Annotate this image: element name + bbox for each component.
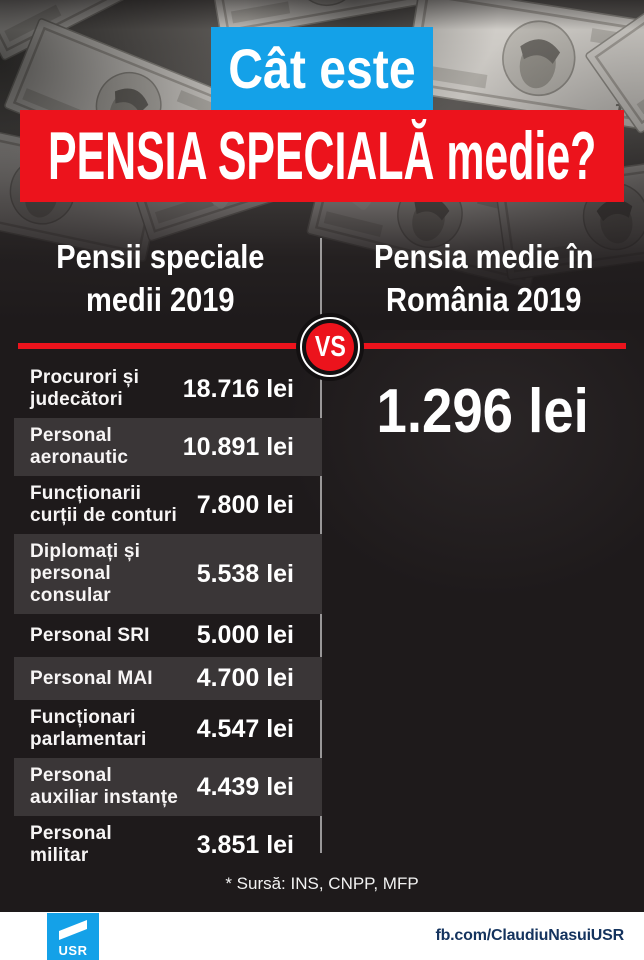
row-category-label: Personal auxiliar instanțe (30, 765, 179, 808)
row-category-label: Funcționarii curții de conturi (30, 483, 177, 526)
row-pension-value: 5.000 lei (196, 621, 294, 649)
headline-top-banner: Cât este (211, 27, 433, 110)
table-row: Funcționarii curții de conturi 7.800 lei (14, 476, 322, 534)
row-category-label: Personal aeronautic (30, 425, 129, 468)
row-pension-value: 5.538 lei (196, 559, 294, 588)
row-pension-value: 3.851 lei (196, 830, 294, 859)
table-row: Personal militar 3.851 lei (14, 816, 322, 874)
footer: USR fb.com/ClaudiuNasuiUSR (0, 912, 644, 960)
table-row: Diplomați și personal consular 5.538 lei (14, 534, 322, 614)
table-row: Procurori și judecători 18.716 lei (14, 360, 322, 418)
headline-main-text: PENSIA SPECIALĂ medie? (47, 118, 597, 194)
row-pension-value: 4.439 lei (196, 772, 294, 801)
row-category-label: Personal MAI (30, 667, 153, 689)
row-pension-value: 4.547 lei (196, 714, 294, 743)
table-row: Personal aeronautic 10.891 lei (14, 418, 322, 476)
row-category-label: Personal militar (30, 823, 112, 866)
left-column-header: Pensii speciale medii 2019 (0, 235, 321, 321)
table-row: Personal SRI 5.000 lei (14, 614, 322, 657)
row-category-label: Personal SRI (30, 624, 150, 646)
row-pension-value: 7.800 lei (196, 490, 294, 519)
row-category-label: Diplomați și personal consular (30, 541, 141, 606)
average-pension-value: 1.296 lei (322, 380, 644, 444)
usr-logo-text: USR (58, 943, 88, 958)
right-column-header-text: Pensia medie în România 2019 (373, 238, 594, 318)
vs-badge: VS (296, 313, 364, 381)
usr-logo: USR (47, 913, 99, 960)
facebook-handle: fb.com/ClaudiuNasuiUSR (435, 927, 624, 944)
left-column-header-text: Pensii speciale medii 2019 (56, 238, 265, 318)
headline-main-banner: PENSIA SPECIALĂ medie? (20, 110, 624, 202)
usr-flag-icon (59, 920, 87, 940)
table-row: Personal auxiliar instanțe 4.439 lei (14, 758, 322, 816)
vs-label: VS (314, 330, 346, 363)
right-column-header: Pensia medie în România 2019 (323, 235, 644, 321)
row-pension-value: 18.716 lei (182, 374, 294, 403)
row-pension-value: 10.891 lei (182, 432, 294, 461)
row-category-label: Funcționari parlamentari (30, 707, 147, 750)
row-category-label: Procurori și judecători (30, 367, 140, 410)
row-pension-value: 4.700 lei (196, 664, 294, 692)
table-row: Personal MAI 4.700 lei (14, 657, 322, 700)
average-pension-value-text: 1.296 lei (376, 377, 590, 446)
pension-table: Procurori și judecători 18.716 lei Persona… (14, 360, 322, 874)
source-note: * Sursă: INS, CNPP, MFP (225, 874, 419, 893)
svg-text:100: 100 (621, 40, 644, 65)
headline-top-text: Cât este (228, 36, 416, 100)
table-row: Funcționari parlamentari 4.547 lei (14, 700, 322, 758)
